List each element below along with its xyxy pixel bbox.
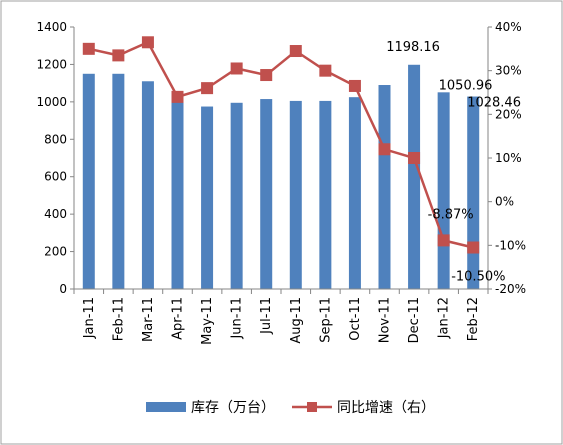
marker-yoy-12 — [437, 234, 450, 247]
right-tick-label-4: 20% — [495, 107, 522, 121]
data-label-3: -8.87% — [428, 207, 474, 222]
bar-inventory-3 — [171, 98, 184, 289]
marker-yoy-8 — [319, 64, 332, 77]
legend-swatch-inventory — [146, 402, 186, 412]
x-category-label-13: Feb-12 — [466, 297, 481, 341]
marker-yoy-1 — [112, 49, 125, 62]
right-tick-label-0: -20% — [495, 282, 526, 296]
left-tick-label-1: 200 — [44, 245, 67, 259]
axes: 0 200 400 600 800 1000 1200 1400 -20% -10% 0% 10% 20… — [36, 20, 526, 345]
x-category-label-5: Jun-11 — [230, 297, 245, 340]
right-tick-label-2: 0% — [495, 195, 514, 209]
left-tick-label-3: 600 — [44, 170, 67, 184]
bar-inventory-11 — [408, 64, 421, 289]
marker-yoy-2 — [141, 36, 154, 49]
right-tick-label-1: -10% — [495, 238, 526, 252]
x-category-label-4: May-11 — [200, 297, 215, 345]
x-category-label-8: Sep-11 — [318, 297, 333, 343]
left-tick-label-2: 400 — [44, 207, 67, 221]
data-label-4: -10.50% — [451, 270, 505, 285]
left-tick-label-4: 800 — [44, 132, 67, 146]
x-category-label-11: Dec-11 — [407, 297, 422, 343]
x-category-label-10: Nov-11 — [378, 297, 393, 343]
marker-yoy-11 — [408, 152, 421, 164]
left-tick-label-0: 0 — [59, 282, 67, 296]
data-label-0: 1198.16 — [386, 40, 440, 55]
marker-yoy-6 — [260, 69, 273, 82]
bar-inventory-12 — [437, 92, 450, 289]
marker-yoy-4 — [201, 82, 214, 95]
right-tick-label-6: 40% — [495, 20, 522, 34]
marker-yoy-5 — [230, 62, 243, 75]
right-tick-label-5: 30% — [495, 64, 522, 78]
bar-inventory-9 — [348, 97, 361, 289]
x-category-label-7: Aug-11 — [289, 297, 304, 344]
marker-yoy-13 — [467, 241, 480, 254]
bar-inventory-10 — [378, 85, 391, 289]
bar-inventory-4 — [201, 106, 214, 290]
legend-label-yoy: 同比增速（右） — [337, 400, 435, 416]
data-label-1: 1050.96 — [439, 78, 493, 93]
x-category-label-0: Jan-11 — [82, 297, 97, 339]
legend-label-inventory: 库存（万台） — [191, 400, 275, 416]
bar-inventory-0 — [82, 73, 95, 290]
plot-area — [82, 36, 480, 290]
left-tick-label-5: 1000 — [36, 95, 67, 109]
bar-inventory-8 — [319, 100, 332, 290]
x-category-label-6: Jul-11 — [259, 297, 274, 335]
legend: 库存（万台） 同比增速（右） — [146, 400, 435, 416]
left-tick-label-7: 1400 — [36, 20, 67, 34]
marker-yoy-7 — [289, 45, 302, 58]
x-category-label-12: Jan-12 — [437, 297, 452, 339]
right-tick-label-3: 10% — [495, 151, 522, 165]
legend-swatch-yoy-marker — [307, 402, 317, 412]
data-labels: 1198.16 1050.96 1028.46 -8.87% -10.50% — [386, 40, 521, 285]
left-tick-label-6: 1200 — [36, 57, 67, 71]
x-category-label-2: Mar-11 — [141, 297, 156, 342]
marker-yoy-10 — [378, 143, 391, 156]
marker-yoy-9 — [348, 79, 361, 92]
x-category-label-3: Apr-11 — [171, 297, 186, 340]
bar-inventory-5 — [230, 102, 243, 290]
x-category-label-1: Feb-11 — [111, 297, 126, 341]
marker-yoy-3 — [171, 90, 184, 103]
bar-inventory-6 — [260, 99, 273, 289]
bar-inventory-2 — [141, 81, 154, 290]
x-category-label-9: Oct-11 — [348, 297, 363, 341]
bar-inventory-13 — [467, 96, 480, 289]
bar-inventory-7 — [289, 100, 302, 290]
bar-inventory-1 — [112, 73, 125, 290]
marker-yoy-0 — [82, 42, 95, 55]
data-label-2: 1028.46 — [467, 96, 521, 111]
